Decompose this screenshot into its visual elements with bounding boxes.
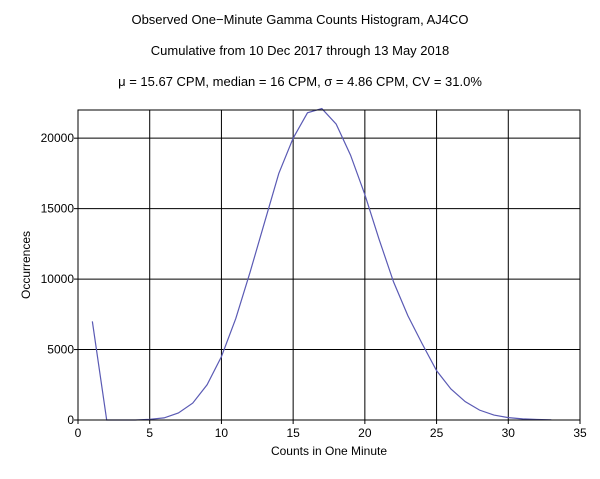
data-point [206,383,209,386]
x-tick-label: 35 [573,426,587,440]
data-point [492,414,495,417]
data-point [277,172,280,175]
data-point [292,137,295,140]
chart-stats: μ = 15.67 CPM, median = 16 CPM, σ = 4.86… [118,74,482,89]
data-point [507,416,510,419]
data-point [191,402,194,405]
data-point [349,154,352,157]
data-point [163,416,166,419]
x-tick-label: 5 [146,426,153,440]
data-point [363,193,366,196]
data-point [378,238,381,241]
grid [78,110,580,420]
x-tick-label: 20 [358,426,372,440]
chart-subtitle: Cumulative from 10 Dec 2017 through 13 M… [150,43,450,58]
data-point [263,221,266,224]
data-point [406,314,409,317]
x-axis-label: Counts in One Minute [271,444,387,458]
x-tick-label: 30 [502,426,516,440]
y-tick-label: 15000 [41,202,75,216]
data-point [306,111,309,114]
y-axis-label: Occurrences [19,231,33,299]
y-tick-label: 5000 [47,343,74,357]
x-tick-label: 25 [430,426,444,440]
y-tick-label: 0 [67,413,74,427]
data-point [335,123,338,126]
data-point [91,320,94,323]
data-point [234,317,237,320]
data-point [421,342,424,345]
data-point [435,369,438,372]
ticks: 0 5 10 15 20 25 30 35 0 5000 10000 15000 20000 [41,131,587,440]
y-tick-label: 20000 [41,131,75,145]
y-tick-label: 10000 [41,272,75,286]
series-line [91,107,552,421]
data-point [249,271,252,274]
data-point [392,280,395,283]
data-point [449,388,452,391]
data-point [220,355,223,358]
x-tick-label: 15 [286,426,300,440]
plot-frame [77,109,581,421]
data-point [464,400,467,403]
x-tick-label: 0 [75,426,82,440]
chart-title: Observed One−Minute Gamma Counts Histogr… [131,12,469,27]
x-tick-label: 10 [215,426,229,440]
series-layer [91,107,552,421]
data-point [177,411,180,414]
data-point [478,409,481,412]
